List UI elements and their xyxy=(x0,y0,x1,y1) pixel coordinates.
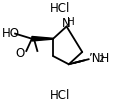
Text: H: H xyxy=(67,17,74,27)
Polygon shape xyxy=(32,37,53,41)
Text: HO: HO xyxy=(2,27,20,40)
Text: N: N xyxy=(61,17,70,30)
Text: 2: 2 xyxy=(97,55,103,64)
Text: HCl: HCl xyxy=(49,89,69,102)
Text: O: O xyxy=(16,46,25,59)
Text: HCl: HCl xyxy=(49,2,69,15)
Text: ’NH: ’NH xyxy=(88,52,109,65)
